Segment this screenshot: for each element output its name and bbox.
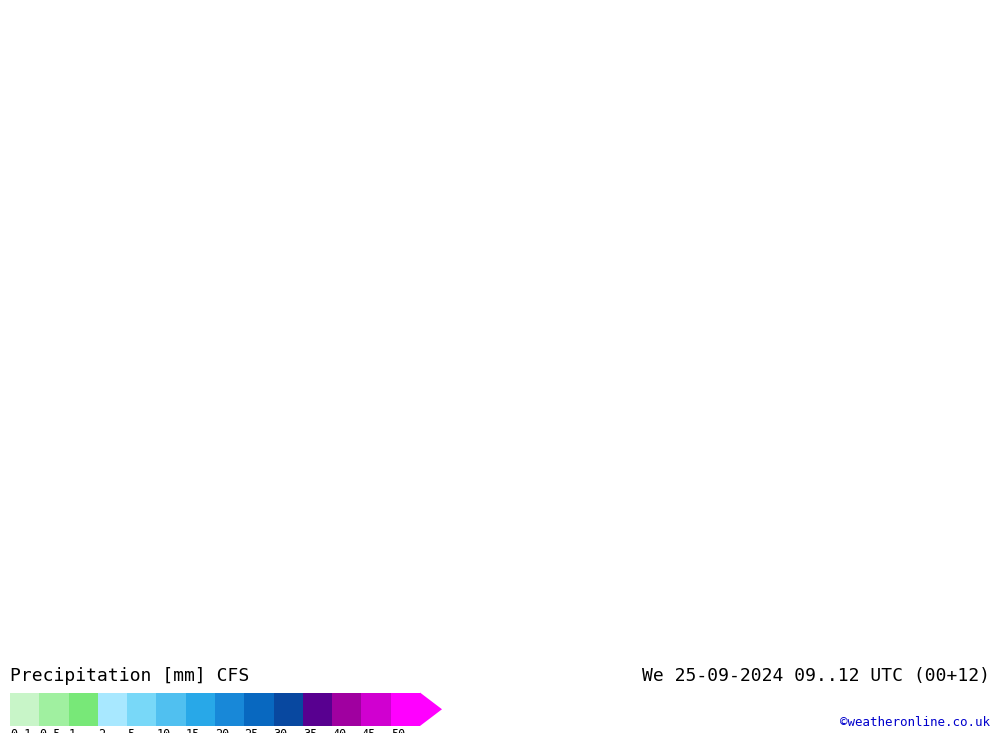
Text: 35: 35: [303, 728, 317, 733]
Bar: [39, 693, 69, 726]
Bar: [156, 693, 186, 726]
Bar: [127, 693, 156, 726]
Text: 25: 25: [244, 728, 259, 733]
Text: Precipitation [mm] CFS: Precipitation [mm] CFS: [10, 667, 249, 685]
Bar: [303, 693, 332, 726]
Bar: [98, 693, 127, 726]
Text: 40: 40: [332, 728, 346, 733]
Bar: [69, 693, 98, 726]
Text: 50: 50: [391, 728, 405, 733]
Bar: [274, 693, 303, 726]
Bar: [244, 693, 274, 726]
Text: 0.5: 0.5: [39, 728, 61, 733]
Text: 1: 1: [69, 728, 76, 733]
Bar: [361, 693, 391, 726]
Text: 15: 15: [186, 728, 200, 733]
Text: 10: 10: [156, 728, 171, 733]
Text: 30: 30: [274, 728, 288, 733]
Text: 45: 45: [361, 728, 376, 733]
Bar: [215, 693, 244, 726]
Text: 0.1: 0.1: [10, 728, 31, 733]
Text: ©weatheronline.co.uk: ©weatheronline.co.uk: [840, 715, 990, 729]
Bar: [10, 693, 39, 726]
Polygon shape: [420, 693, 442, 726]
Bar: [186, 693, 215, 726]
Text: 5: 5: [127, 728, 134, 733]
Bar: [332, 693, 361, 726]
Text: We 25-09-2024 09..12 UTC (00+12): We 25-09-2024 09..12 UTC (00+12): [642, 667, 990, 685]
Text: 2: 2: [98, 728, 105, 733]
Text: 20: 20: [215, 728, 229, 733]
Bar: [391, 693, 420, 726]
